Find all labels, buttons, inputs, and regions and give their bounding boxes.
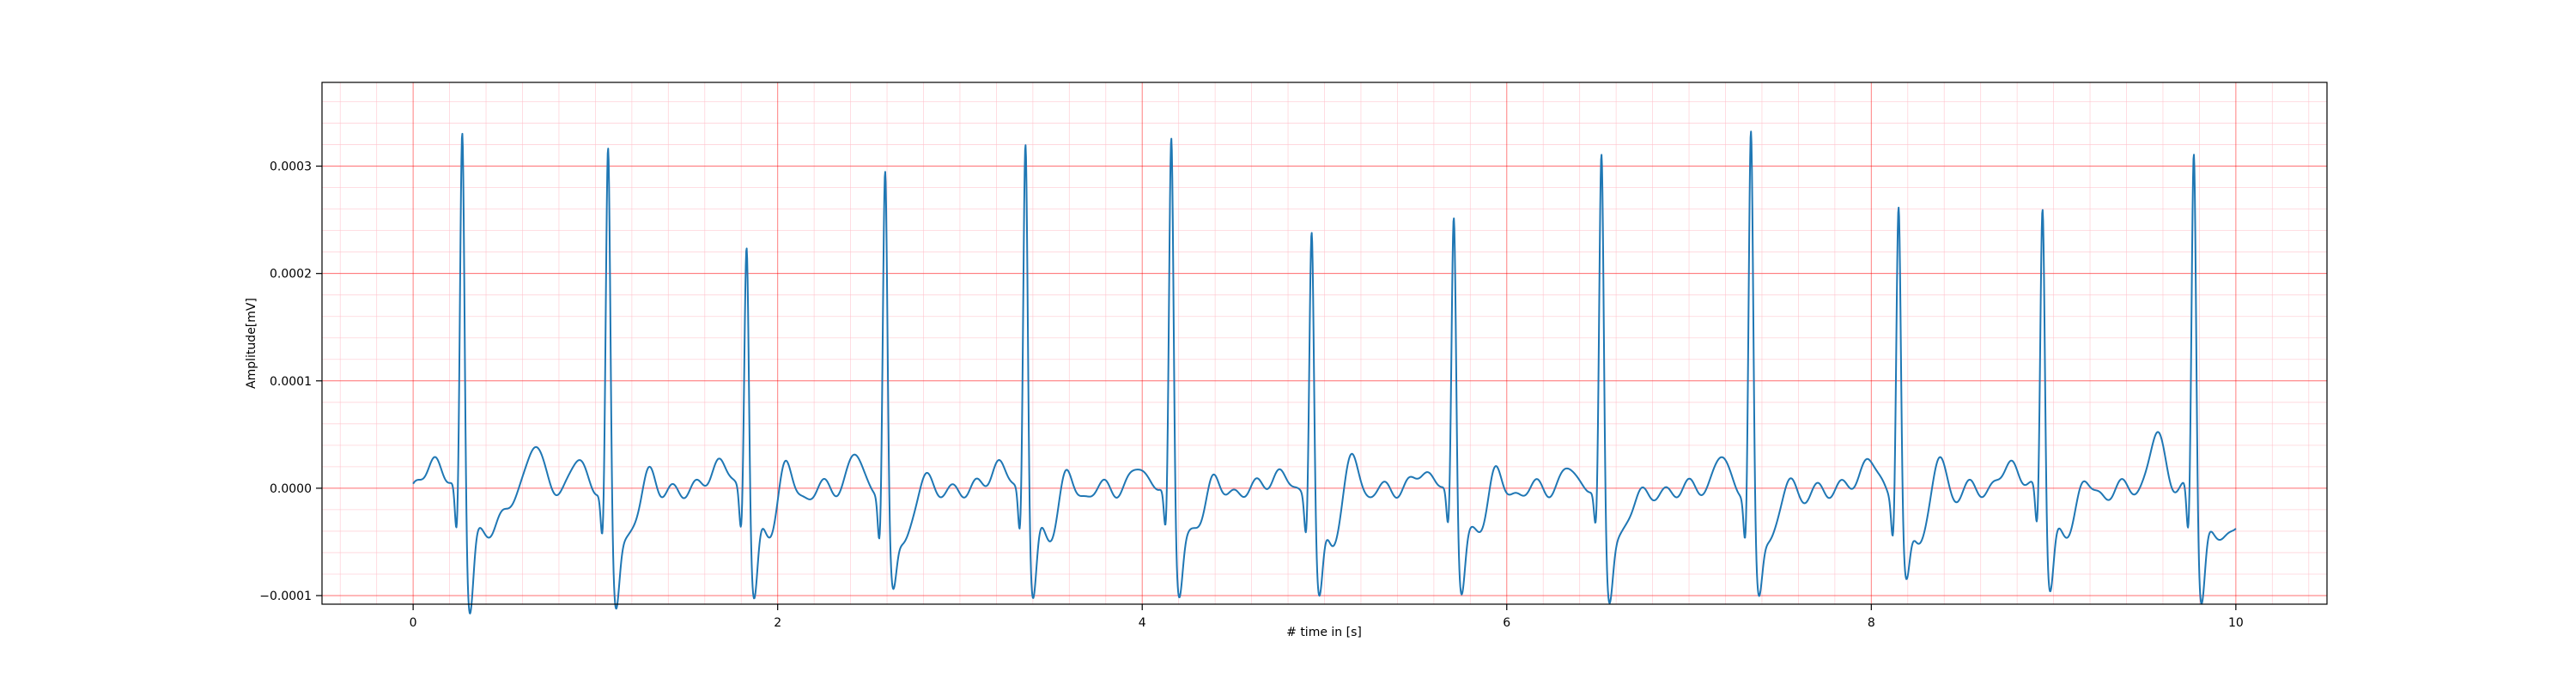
major-grid: [322, 82, 2327, 604]
y-tick-label: 0.0000: [270, 482, 312, 496]
x-tick-label: 10: [2228, 616, 2244, 630]
y-axis-label: Amplitude[mV]: [245, 298, 258, 389]
y-tick-label: 0.0003: [270, 160, 312, 174]
x-tick-label: 6: [1503, 616, 1510, 630]
y-tick-label: −0.0001: [259, 590, 312, 603]
x-axis-label: # time in [s]: [1286, 626, 1362, 639]
ecg-series-line: [412, 130, 2237, 614]
plot-frame: [321, 82, 2328, 605]
x-tick-label: 0: [410, 616, 417, 630]
x-tick-label: 4: [1139, 616, 1146, 630]
y-axis-ticks: −0.0001 0.0000 0.0001 0.0002 0.0003: [259, 160, 322, 603]
x-axis-ticks: 0 2 4 6 8 10: [410, 604, 2244, 630]
y-tick-label: 0.0002: [270, 268, 312, 281]
minor-grid: [322, 82, 2327, 604]
x-tick-label: 8: [1868, 616, 1875, 630]
y-tick-label: 0.0001: [270, 375, 312, 389]
series-group: [412, 130, 2237, 614]
x-tick-label: 2: [774, 616, 781, 630]
